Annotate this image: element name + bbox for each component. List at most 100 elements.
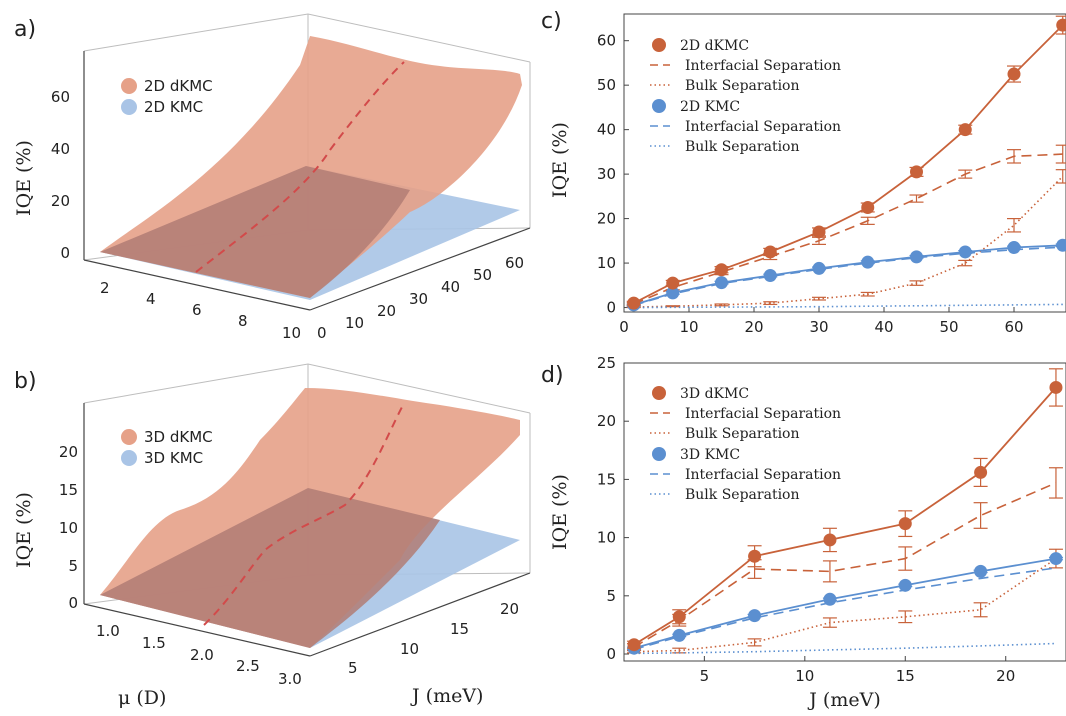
data-point — [1049, 380, 1063, 394]
y-tick-label: 25 — [597, 354, 616, 372]
series-line-2d-kmc-kmc — [633, 244, 1063, 306]
panel-d-legend: 3D dKMC Interfacial Separation Bulk Sepa… — [650, 386, 841, 503]
panel-a-j-ticks: 0 10 20 30 40 50 60 — [317, 254, 524, 342]
panel-b-j-tick: 5 — [348, 659, 358, 677]
panel-b-legend-label: 3D dKMC — [144, 428, 213, 446]
series-line-interfacial-separation-dkmc — [633, 153, 1063, 305]
data-point — [910, 250, 923, 264]
series-line-interfacial-separation-dkmc — [633, 482, 1057, 648]
y-tick-label: 10 — [597, 529, 616, 547]
panel-b-mu-tick: 1.5 — [142, 634, 166, 652]
panel-b-z-tick: 0 — [68, 594, 78, 612]
panel-a-letter: a) — [14, 17, 36, 42]
data-point — [666, 276, 680, 290]
data-point — [823, 592, 837, 606]
panel-d-legend-label: 3D dKMC — [680, 386, 749, 402]
y-tick-label: 5 — [606, 587, 616, 605]
panel-b-j-axis — [309, 572, 531, 657]
panel-b-j-tick: 10 — [400, 640, 419, 658]
panel-d-frame — [623, 362, 1066, 662]
panel-a-mu-tick: 6 — [192, 301, 202, 319]
y-tick-label: 50 — [597, 76, 616, 94]
data-point — [715, 263, 728, 277]
y-tick-label: 30 — [597, 165, 616, 183]
series-line-bulk-separation-kmc — [633, 642, 1057, 655]
panel-a: a) 0 20 40 60 IQE (%) — [13, 13, 531, 342]
panel-a-z-tick: 20 — [51, 192, 70, 210]
panel-c-legend-label: 2D KMC — [680, 99, 740, 115]
panel-a-z-tick: 40 — [51, 140, 70, 158]
panel-c-legend-label: 2D dKMC — [680, 38, 749, 54]
panel-a-j-tick: 40 — [441, 278, 460, 296]
data-point — [715, 276, 728, 290]
panel-a-j-tick: 20 — [377, 302, 396, 320]
panel-a-j-tick: 0 — [317, 324, 327, 342]
panel-a-mu-tick: 10 — [282, 324, 301, 342]
panel-c-plot: 0 10 20 30 40 50 60 0 10 20 30 40 50 60 — [597, 15, 1066, 336]
data-point — [672, 628, 686, 642]
y-tick-label: 0 — [606, 645, 616, 663]
panel-d-legend-label: Bulk Separation — [685, 487, 800, 503]
y-tick-label: 0 — [606, 299, 616, 317]
data-point — [763, 245, 777, 259]
panel-d-y-label: IQE (%) — [549, 474, 571, 550]
panel-d-legend-label: Interfacial Separation — [685, 406, 841, 422]
y-tick-label: 15 — [597, 470, 616, 488]
series-line-bulk-separation-dkmc — [633, 557, 1057, 653]
data-point — [861, 200, 875, 214]
panel-d-plot: 5 10 15 20 0 5 10 15 20 25 — [597, 354, 1063, 685]
x-tick-label: 20 — [996, 667, 1015, 685]
x-tick-label: 5 — [700, 667, 710, 685]
panel-b-z-tick: 10 — [59, 519, 78, 537]
data-point — [974, 564, 988, 578]
data-point — [898, 517, 912, 531]
panel-c: c) 0 10 20 30 40 50 60 0 10 20 30 40 50 60 IQE (%) 2D… — [541, 9, 1066, 336]
x-tick-label: 30 — [809, 318, 828, 336]
panel-a-legend-label: 2D dKMC — [144, 77, 213, 95]
data-point — [748, 549, 762, 563]
panel-a-legend-marker — [121, 78, 137, 94]
panel-a-legend-label: 2D KMC — [144, 98, 203, 116]
series-line-2d-dkmc-dkmc — [633, 24, 1064, 304]
panel-b-legend: 3D dKMC 3D KMC — [121, 428, 213, 467]
y-tick-label: 60 — [597, 32, 616, 50]
data-point — [812, 225, 826, 239]
panel-d: d) 5 10 15 20 0 5 10 15 20 25 IQE (%) J (meV) 3D … — [541, 354, 1066, 711]
panel-b-j-tick: 15 — [450, 620, 469, 638]
data-point — [763, 269, 777, 283]
data-point — [910, 165, 923, 179]
x-tick-label: 50 — [939, 318, 958, 336]
x-tick-label: 15 — [896, 667, 915, 685]
panel-b-letter: b) — [14, 369, 37, 394]
series-line-bulk-separation-kmc — [633, 303, 1063, 309]
panel-d-legend-label: Bulk Separation — [685, 426, 800, 442]
panel-c-legend-label: Interfacial Separation — [685, 58, 841, 74]
panel-c-legend: 2D dKMC Interfacial Separation Bulk Sepa… — [650, 38, 841, 155]
panel-b: b) 0 5 10 15 20 IQE (%) 1.0 1.5 — [13, 363, 531, 709]
panel-a-z-label: IQE (%) — [13, 140, 35, 216]
data-point — [974, 465, 988, 479]
data-point — [898, 578, 912, 592]
data-point — [1007, 241, 1021, 255]
panel-a-z-tick: 0 — [60, 244, 70, 262]
panel-a-j-axis — [309, 227, 531, 311]
panel-d-legend-marker — [652, 386, 666, 400]
data-point — [1056, 18, 1066, 32]
panel-b-legend-label: 3D KMC — [144, 449, 203, 467]
x-tick-label: 60 — [1004, 318, 1023, 336]
data-point — [627, 638, 641, 652]
panel-a-j-tick: 60 — [505, 254, 524, 272]
panel-d-legend-marker — [652, 447, 666, 461]
panel-a-legend-marker — [121, 99, 137, 115]
data-point — [823, 533, 837, 547]
panel-c-legend-label: Bulk Separation — [685, 78, 800, 94]
panel-c-frame — [623, 13, 1066, 313]
x-tick-label: 10 — [679, 318, 698, 336]
panel-a-overlap-region — [100, 166, 410, 298]
series-line-interfacial-separation-kmc — [633, 567, 1057, 651]
panel-d-legend-label: 3D KMC — [680, 447, 740, 463]
panel-b-z-label: IQE (%) — [13, 492, 35, 568]
panel-d-legend-label: Interfacial Separation — [685, 467, 841, 483]
panel-b-legend-marker — [121, 450, 137, 466]
